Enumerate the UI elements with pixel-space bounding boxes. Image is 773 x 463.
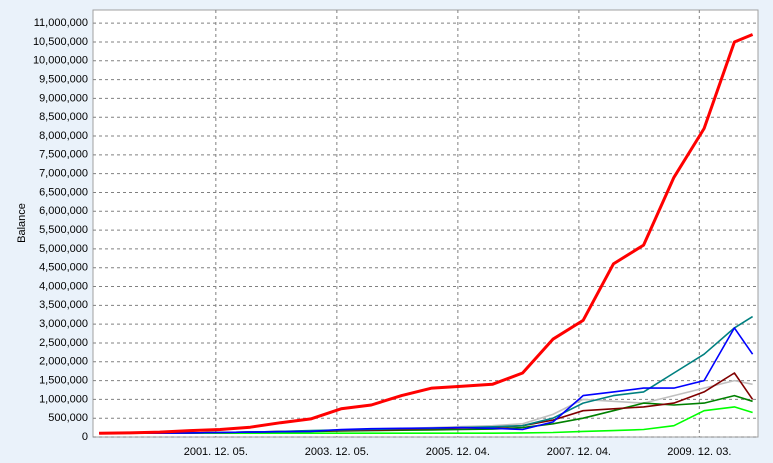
y-tick-label: 4,500,000 <box>39 262 88 274</box>
y-tick-label: 7,000,000 <box>39 168 88 180</box>
y-tick-label: 3,000,000 <box>39 318 88 330</box>
y-tick-label: 1,000,000 <box>39 393 88 405</box>
y-tick-label: 7,500,000 <box>39 149 88 161</box>
y-axis-label: Balance <box>16 203 28 243</box>
y-tick-label: 1,500,000 <box>39 374 88 386</box>
plot-area <box>92 9 759 438</box>
y-tick-label: 10,500,000 <box>33 36 88 48</box>
y-tick-label: 8,500,000 <box>39 111 88 123</box>
series-line <box>99 327 754 434</box>
x-tick-label: 2003. 12. 05. <box>305 446 369 458</box>
y-tick-label: 4,000,000 <box>39 280 88 292</box>
x-tick-label: 2007. 12. 04. <box>547 446 611 458</box>
y-tick-label: 5,500,000 <box>39 224 88 236</box>
x-tick-label: 2001. 12. 05. <box>184 446 248 458</box>
y-tick-label: 6,500,000 <box>39 186 88 198</box>
y-tick-label: 9,500,000 <box>39 74 88 86</box>
x-tick-label: 2009. 12. 03. <box>667 446 731 458</box>
y-tick-label: 6,000,000 <box>39 205 88 217</box>
y-tick-label: 2,500,000 <box>39 337 88 349</box>
x-tick-label: 2005. 12. 04. <box>426 446 490 458</box>
y-tick-label: 11,000,000 <box>34 17 88 29</box>
y-tick-label: 0 <box>82 431 88 443</box>
y-tick-label: 2,000,000 <box>39 356 88 368</box>
y-tick-label: 5,000,000 <box>39 243 88 255</box>
y-tick-label: 10,000,000 <box>33 55 88 67</box>
y-tick-label: 9,000,000 <box>39 92 88 104</box>
y-tick-label: 500,000 <box>48 412 88 424</box>
y-tick-label: 8,000,000 <box>39 130 88 142</box>
y-tick-label: 3,500,000 <box>39 299 88 311</box>
series-line <box>99 33 754 435</box>
